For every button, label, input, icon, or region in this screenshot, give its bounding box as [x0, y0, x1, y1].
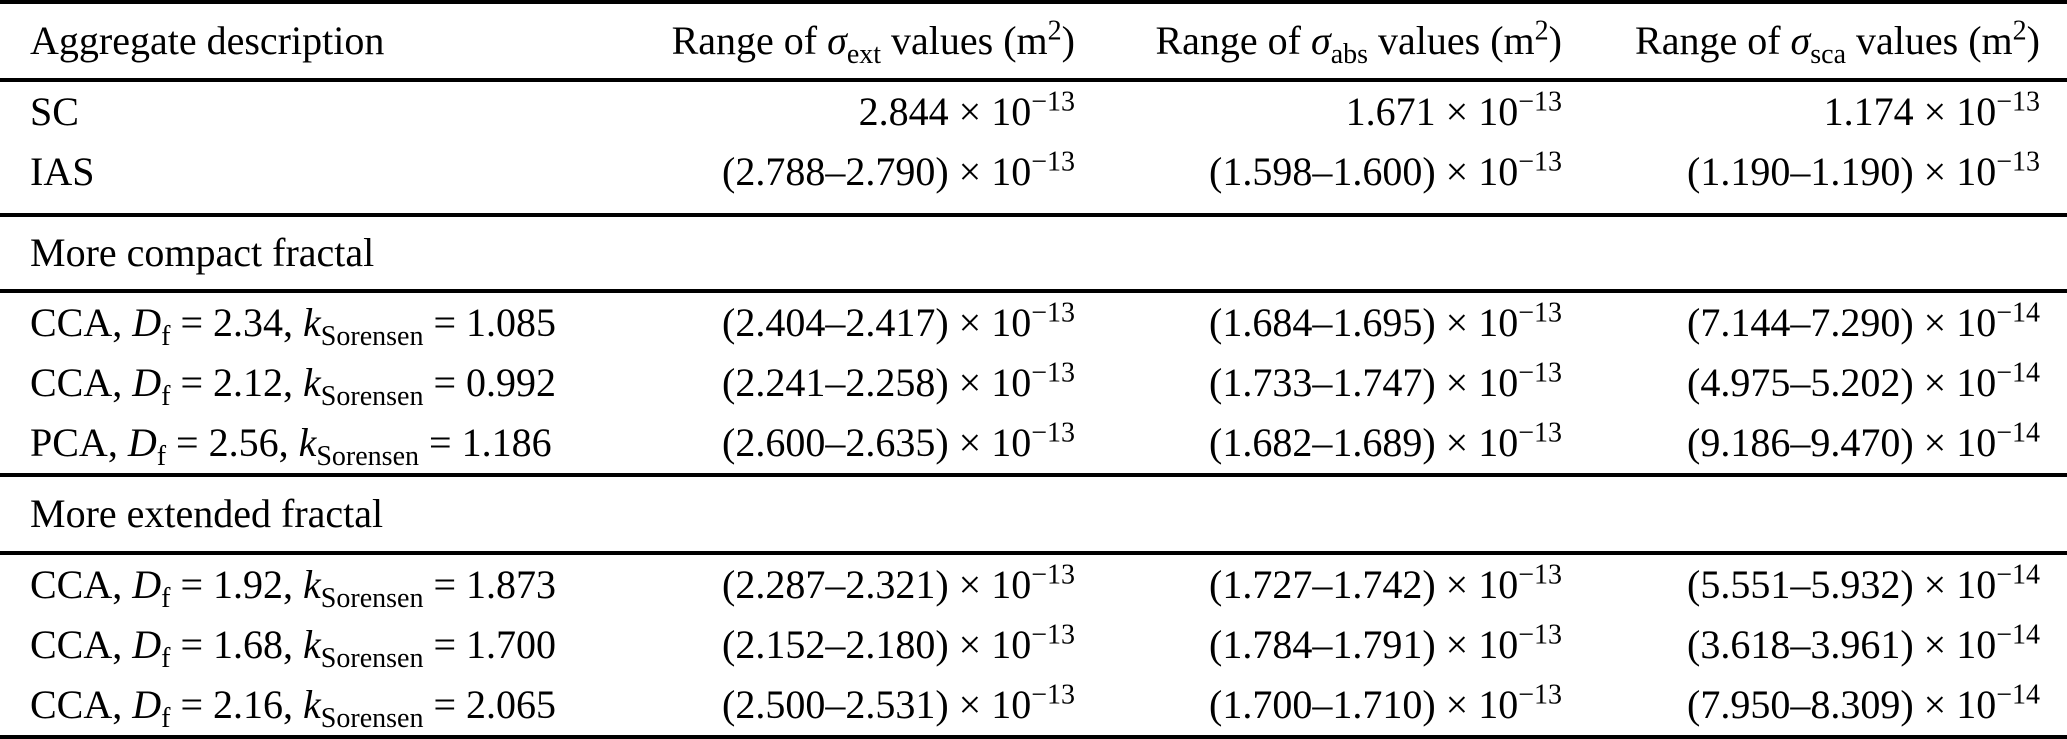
- sigma-sca-cell: (7.144–7.290) × 10−14: [1687, 297, 2040, 345]
- table-row-cca-df-2-16: CCA, Df = 2.16, kSorensen = 2.065 (2.500…: [0, 675, 2067, 735]
- sigma-sca-cell: (1.190–1.190) × 10−13: [1687, 146, 2040, 194]
- aggregate-description-cell: CCA, Df = 2.12, kSorensen = 0.992: [30, 360, 557, 412]
- table-row-cca-df-1-68: CCA, Df = 1.68, kSorensen = 1.700 (2.152…: [0, 615, 2067, 675]
- sigma-sca-cell: 1.174 × 10−13: [1823, 86, 2040, 134]
- sigma-ext-cell: (2.788–2.790) × 10−13: [722, 146, 1075, 194]
- table-rule-below-compact-section: [0, 289, 2067, 293]
- group-spherical: SC 2.844 × 10−13 1.671 × 10−13 1.174 × 1…: [0, 82, 2067, 213]
- sigma-ext-cell: 2.844 × 10−13: [858, 86, 1075, 134]
- sigma-abs-cell: (1.784–1.791) × 10−13: [1209, 619, 1562, 667]
- column-header-aggregate-description: Aggregate description: [0, 21, 620, 61]
- column-header-sigma-ext: Range of σext values (m2): [671, 15, 1075, 70]
- table-row-cca-df-2-34: CCA, Df = 2.34, kSorensen = 1.085 (2.404…: [0, 293, 2067, 353]
- table-rule-above-extended-section: [0, 473, 2067, 477]
- table-row-cca-df-1-92: CCA, Df = 1.92, kSorensen = 1.873 (2.287…: [0, 555, 2067, 615]
- sigma-abs-cell: (1.598–1.600) × 10−13: [1209, 146, 1562, 194]
- column-header-sigma-sca: Range of σsca values (m2): [1635, 15, 2040, 70]
- aggregate-description-cell: CCA, Df = 2.34, kSorensen = 1.085: [30, 300, 557, 352]
- sigma-sca-cell: (9.186–9.470) × 10−14: [1687, 417, 2040, 465]
- aggregate-description-cell: IAS: [30, 149, 95, 194]
- header-text: Aggregate description: [30, 18, 385, 63]
- aggregate-description-cell: CCA, Df = 2.16, kSorensen = 2.065: [30, 682, 557, 734]
- section-header-compact: More compact fractal: [30, 230, 375, 275]
- sigma-ext-cell: (2.404–2.417) × 10−13: [722, 297, 1075, 345]
- table-rule-above-compact-section: [0, 213, 2067, 217]
- sigma-abs-cell: (1.727–1.742) × 10−13: [1209, 559, 1562, 607]
- sigma-ext-cell: (2.241–2.258) × 10−13: [722, 357, 1075, 405]
- sigma-abs-cell: (1.700–1.710) × 10−13: [1209, 679, 1562, 727]
- sigma-abs-cell: (1.684–1.695) × 10−13: [1209, 297, 1562, 345]
- table-rule-bottom: [0, 735, 2067, 739]
- sigma-sca-cell: (4.975–5.202) × 10−14: [1687, 357, 2040, 405]
- aggregate-description-cell: CCA, Df = 1.68, kSorensen = 1.700: [30, 622, 557, 674]
- table-rule-top: [0, 0, 2067, 4]
- sigma-abs-cell: 1.671 × 10−13: [1345, 86, 1562, 134]
- table-rule-below-header: [0, 78, 2067, 82]
- sigma-sca-cell: (5.551–5.932) × 10−14: [1687, 559, 2040, 607]
- sigma-symbol: σ: [1790, 18, 1811, 63]
- sigma-ext-cell: (2.287–2.321) × 10−13: [722, 559, 1075, 607]
- sigma-ext-cell: (2.600–2.635) × 10−13: [722, 417, 1075, 465]
- table-rule-below-extended-section: [0, 551, 2067, 555]
- sigma-symbol: σ: [1310, 18, 1331, 63]
- aggregate-description-cell: PCA, Df = 2.56, kSorensen = 1.186: [30, 420, 552, 472]
- table-row-cca-df-2-12: CCA, Df = 2.12, kSorensen = 0.992 (2.241…: [0, 353, 2067, 413]
- sigma-abs-cell: (1.733–1.747) × 10−13: [1209, 357, 1562, 405]
- group-compact-fractal: CCA, Df = 2.34, kSorensen = 1.085 (2.404…: [0, 293, 2067, 473]
- aggregate-description-cell: CCA, Df = 1.92, kSorensen = 1.873: [30, 562, 557, 614]
- table-header-row: Aggregate description Range of σext valu…: [0, 4, 2067, 78]
- sigma-ext-cell: (2.152–2.180) × 10−13: [722, 619, 1075, 667]
- sigma-symbol: σ: [827, 18, 847, 63]
- table-row-sc: SC 2.844 × 10−13 1.671 × 10−13 1.174 × 1…: [0, 82, 2067, 142]
- aggregate-description-cell: SC: [30, 89, 79, 134]
- table-row-pca-df-2-56: PCA, Df = 2.56, kSorensen = 1.186 (2.600…: [0, 413, 2067, 473]
- column-header-sigma-abs: Range of σabs values (m2): [1155, 15, 1562, 70]
- sigma-sca-cell: (7.950–8.309) × 10−14: [1687, 679, 2040, 727]
- table-row-ias: IAS (2.788–2.790) × 10−13 (1.598–1.600) …: [0, 142, 2067, 202]
- sigma-ext-cell: (2.500–2.531) × 10−13: [722, 679, 1075, 727]
- section-header-extended: More extended fractal: [30, 491, 384, 536]
- sigma-abs-cell: (1.682–1.689) × 10−13: [1209, 417, 1562, 465]
- sigma-sca-cell: (3.618–3.961) × 10−14: [1687, 619, 2040, 667]
- group-extended-fractal: CCA, Df = 1.92, kSorensen = 1.873 (2.287…: [0, 555, 2067, 735]
